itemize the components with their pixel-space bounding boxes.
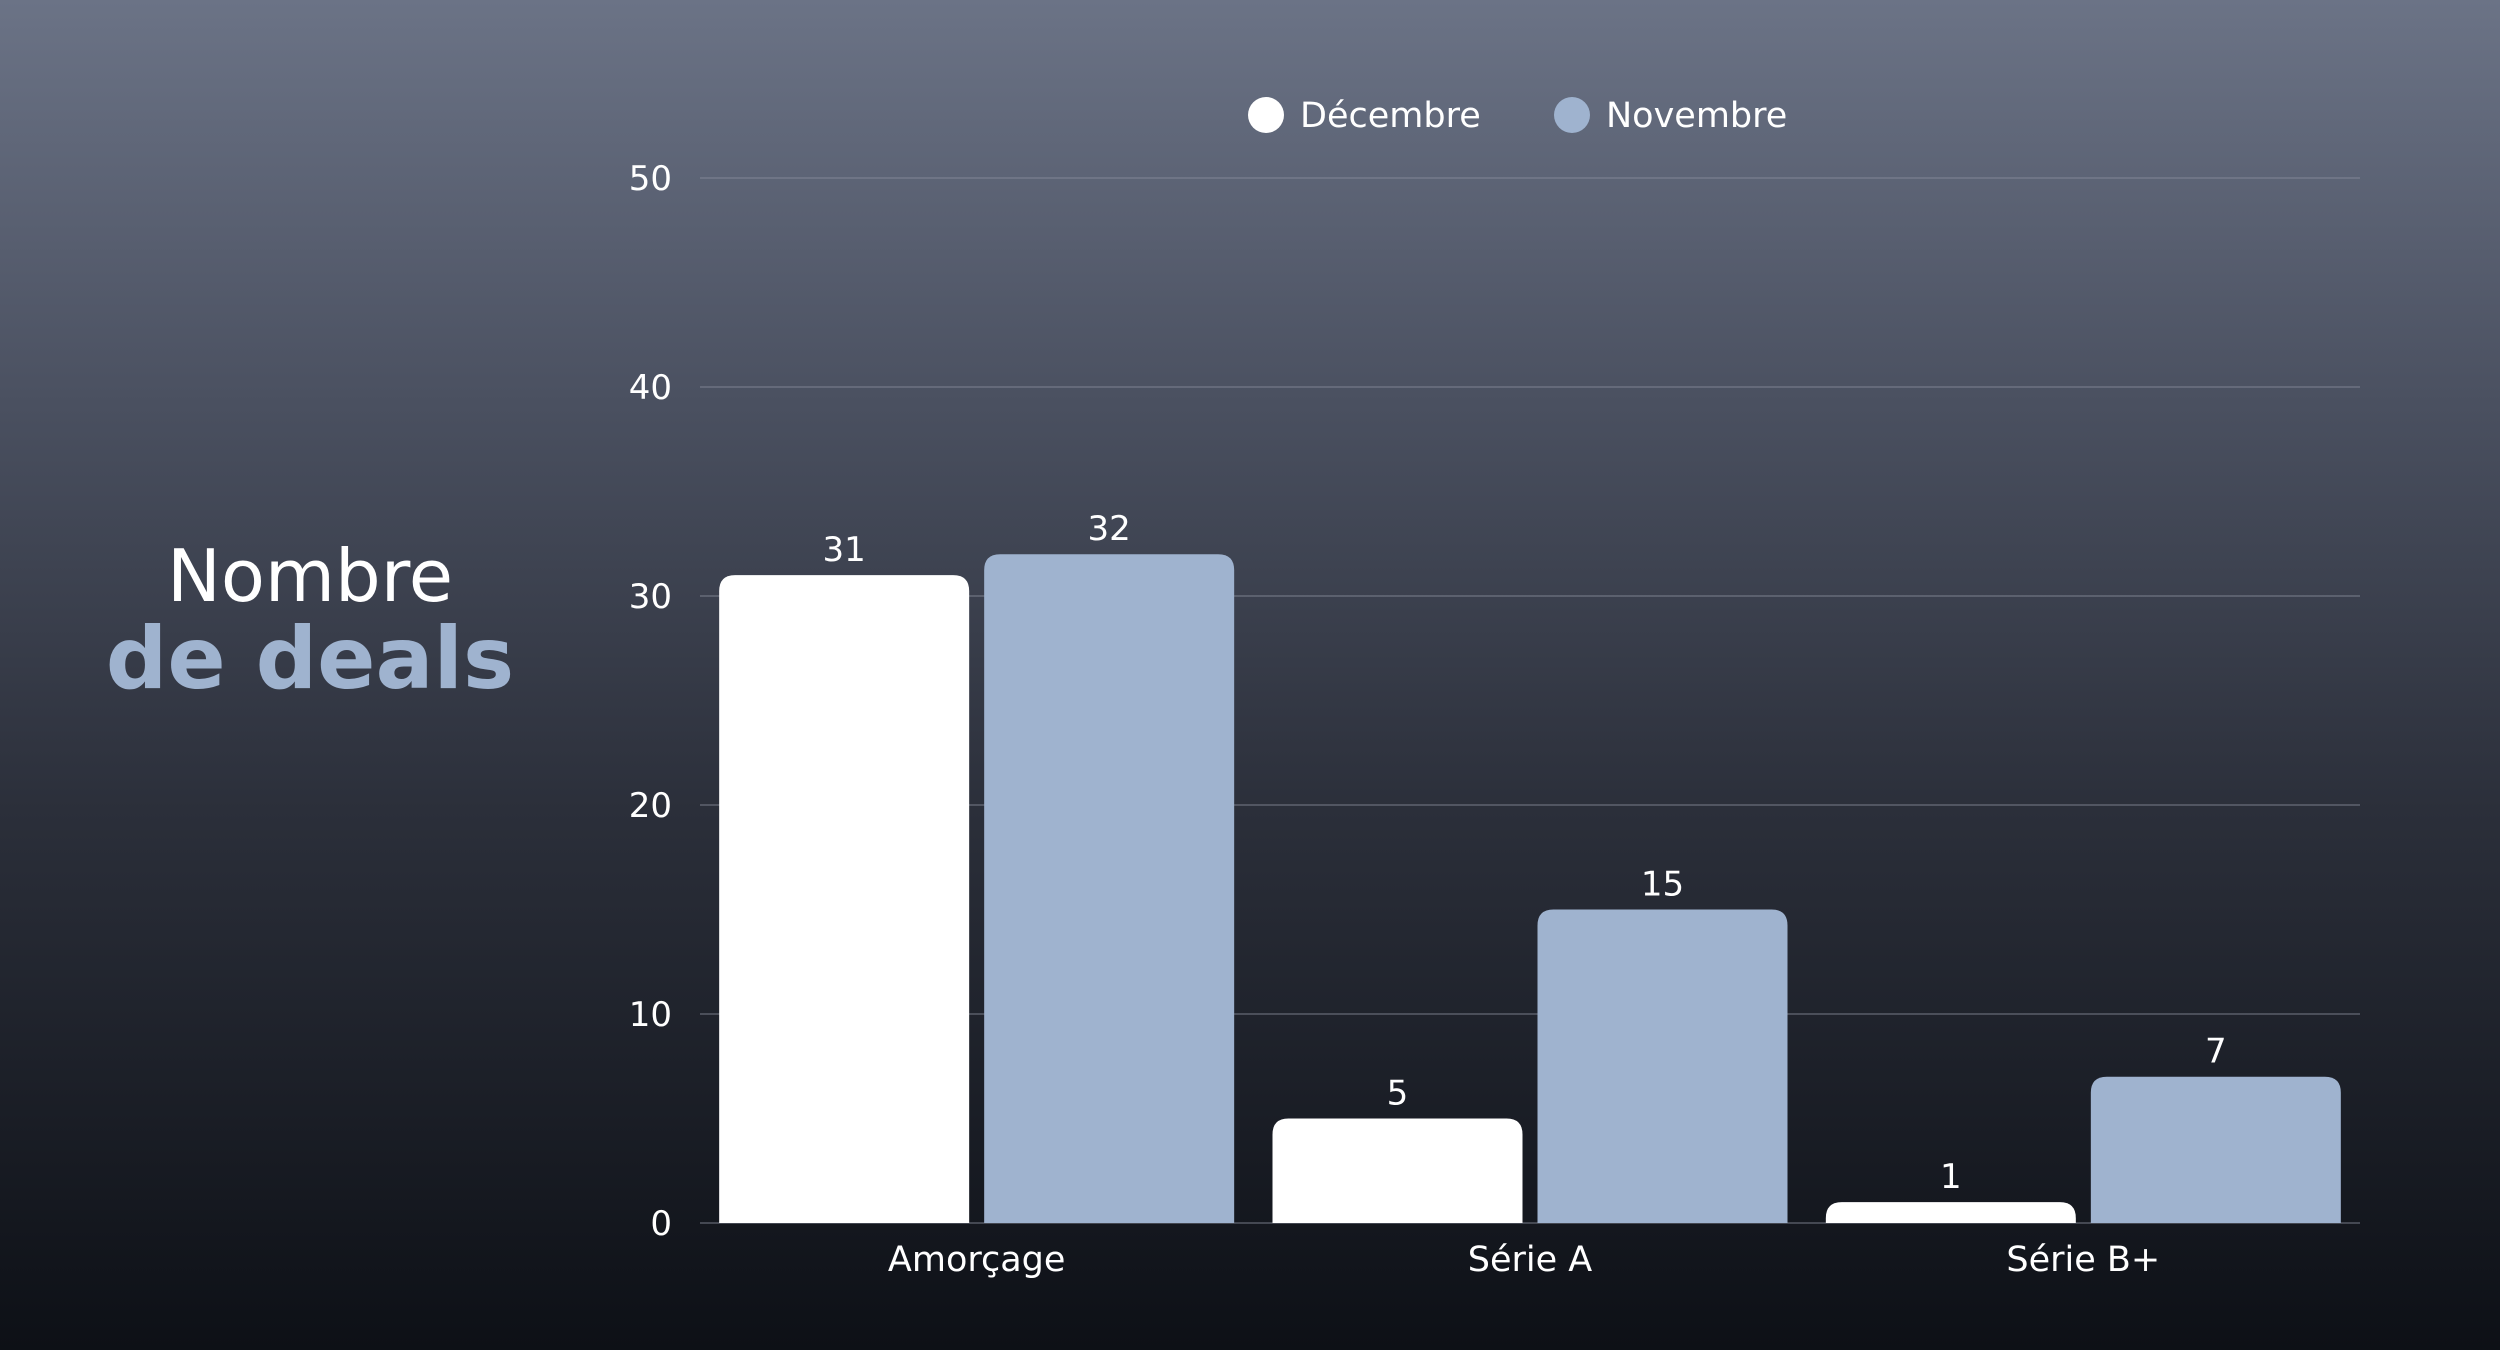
data-label-serie-a-novembre: 15	[1641, 865, 1684, 905]
bar-amorcage-novembre	[984, 554, 1235, 1223]
data-label-serie-b-decembre: 1	[1940, 1157, 1962, 1197]
legend-label-novembre: Novembre	[1606, 96, 1787, 136]
x-tick-label-serie-b: Série B+	[2006, 1240, 2160, 1280]
bar-amorcage-decembre	[719, 575, 970, 1223]
data-label-amorcage-novembre: 32	[1088, 509, 1131, 549]
bar-serie-a-decembre	[1272, 1118, 1523, 1223]
y-tick-label-20: 20	[629, 786, 672, 826]
y-tick-label-0: 0	[650, 1204, 672, 1244]
y-tick-label-50: 50	[629, 159, 672, 199]
legend-label-decembre: Décembre	[1300, 96, 1481, 136]
x-tick-label-amorcage: Amorçage	[888, 1240, 1066, 1280]
y-tick-label-30: 30	[629, 577, 672, 617]
data-label-amorcage-decembre: 31	[823, 530, 866, 570]
y-tick-label-10: 10	[629, 995, 672, 1035]
heading-line-1: Nombre	[166, 534, 454, 618]
chart-heading: Nombre de deals	[60, 540, 560, 702]
y-tick-label-40: 40	[629, 368, 672, 408]
legend-marker-decembre	[1248, 97, 1284, 133]
x-tick-label-serie-a: Série A	[1468, 1240, 1593, 1280]
bar-serie-b-novembre	[2090, 1076, 2341, 1223]
data-label-serie-a-decembre: 5	[1387, 1074, 1409, 1114]
heading-line-2: de deals	[105, 609, 515, 709]
bar-serie-a-novembre	[1537, 909, 1788, 1223]
bar-serie-b-decembre	[1825, 1202, 2076, 1223]
legend-marker-novembre	[1554, 97, 1590, 133]
data-label-serie-b-novembre: 7	[2205, 1032, 2227, 1072]
